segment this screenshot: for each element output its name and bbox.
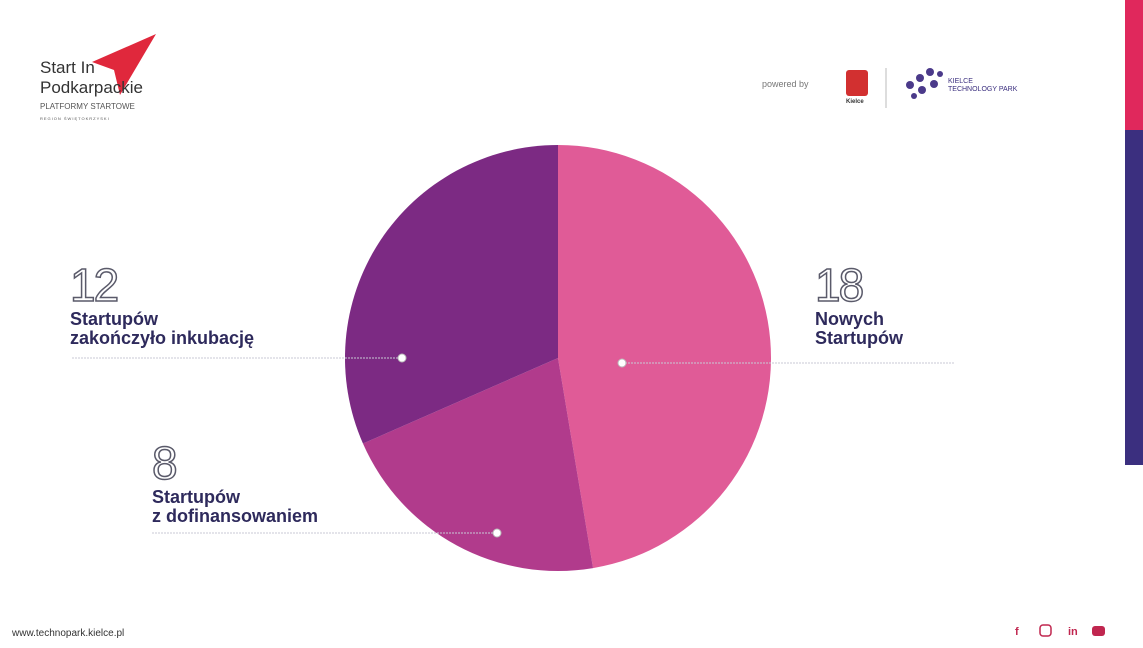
logo-plane xyxy=(92,34,156,95)
accent-bar xyxy=(1125,130,1143,465)
value-label: 8 xyxy=(151,437,178,489)
pie-slice xyxy=(558,145,772,569)
svg-text:in: in xyxy=(1068,626,1078,638)
value-label: 18 xyxy=(814,259,865,311)
brand-line: Start In xyxy=(40,58,95,77)
pie-slice xyxy=(344,145,558,444)
park-logo xyxy=(906,68,943,99)
social-icons: f in xyxy=(1015,624,1105,638)
accent-bar xyxy=(1125,0,1143,130)
leader-dot xyxy=(617,358,627,368)
park-name: KIELCE TECHNOLOGY PARK xyxy=(948,78,1018,93)
city-crest xyxy=(846,70,868,96)
powered-by: powered by xyxy=(762,79,809,89)
category-label: Startupów z dofinansowaniem xyxy=(152,487,319,526)
brand-name: Start In Podkarpackie xyxy=(40,58,143,97)
brand-sub: PLATFORMY STARTOWE xyxy=(40,102,135,111)
leader-dot xyxy=(492,528,502,538)
category-label: Nowych Startupów xyxy=(815,309,903,348)
brand-line: Podkarpackie xyxy=(40,77,144,97)
value-label: 12 xyxy=(69,259,120,311)
brand-region: REGION ŚWIĘTOKRZYSKI xyxy=(40,116,110,121)
city-name: Kielce xyxy=(846,99,864,105)
svg-text:f: f xyxy=(1015,626,1019,638)
footer-url: www.technopark.kielce.pl xyxy=(12,628,125,639)
pie-slice xyxy=(362,358,594,571)
leader-dot xyxy=(397,353,407,363)
category-label: Startupów zakończyło inkubację xyxy=(70,309,255,348)
